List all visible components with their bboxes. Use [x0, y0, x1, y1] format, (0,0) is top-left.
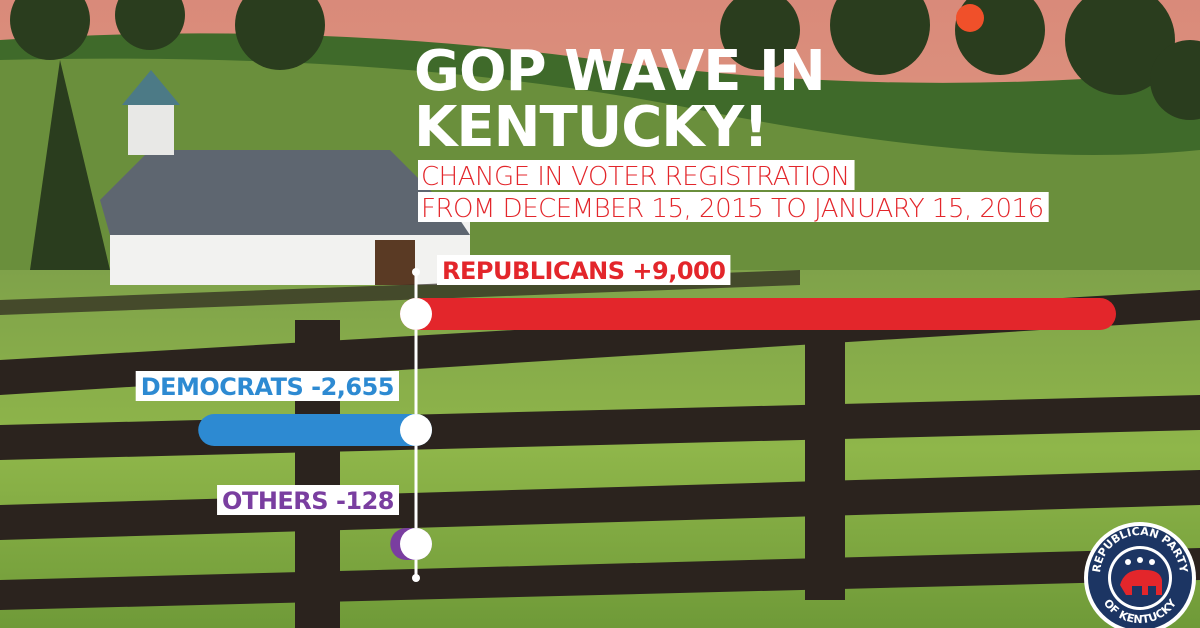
label-box	[135, 371, 399, 401]
value-label: -2,655	[311, 373, 394, 401]
axis-end	[412, 268, 420, 276]
subtitle: CHANGE IN VOTER REGISTRATION	[421, 162, 850, 192]
bar	[198, 414, 432, 446]
axis-end	[412, 574, 420, 582]
title-line: GOP WAVE IN	[414, 39, 825, 104]
title-line: KENTUCKY!	[414, 95, 768, 160]
bar-label: REPUBLICANS +9,000	[442, 257, 725, 285]
subtitle-box	[418, 160, 855, 190]
label-box	[217, 485, 399, 515]
bar-origin	[400, 298, 432, 330]
subtitle: FROM DECEMBER 15, 2015 TO JANUARY 15, 20…	[421, 194, 1044, 224]
subtitle-box	[418, 192, 1049, 222]
chart: REPUBLICANS +9,000 DEMOCRATS -2,655 OTHERS…	[135, 255, 1116, 582]
bar-label: DEMOCRATS -2,655	[141, 373, 394, 401]
category-label: REPUBLICANS	[442, 257, 625, 285]
label-box	[437, 255, 731, 285]
bar-origin	[400, 528, 432, 560]
category-label: DEMOCRATS	[141, 373, 304, 401]
category-label: OTHERS	[222, 487, 328, 515]
bar-label: OTHERS -128	[222, 487, 394, 515]
value-label: +9,000	[632, 257, 725, 285]
barn	[100, 70, 470, 285]
bar	[400, 298, 1116, 330]
value-label: -128	[336, 487, 394, 515]
bar-origin	[400, 414, 432, 446]
title-block: GOP WAVE IN KENTUCKY! CHANGE IN VOTER RE…	[414, 39, 1049, 224]
